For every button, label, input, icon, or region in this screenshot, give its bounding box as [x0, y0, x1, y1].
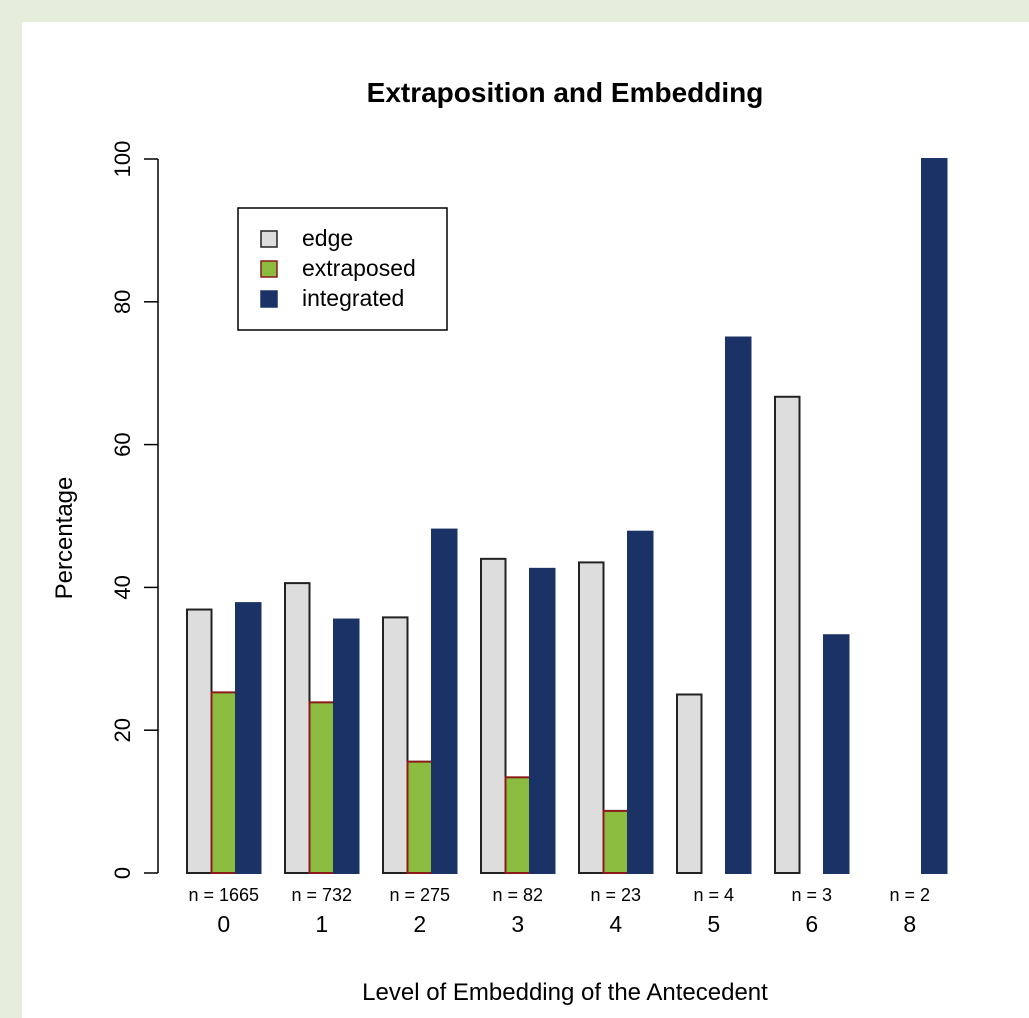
bar-integrated: [529, 567, 556, 874]
bar-chart: Extraposition and Embedding Percentage L…: [51, 77, 948, 1006]
legend-label: edge: [302, 225, 353, 251]
legend-label: extraposed: [302, 255, 416, 281]
bar-integrated: [627, 530, 654, 874]
bar-integrated: [235, 602, 262, 874]
x-tick-label: 5: [707, 911, 720, 937]
bar-edge: [578, 561, 605, 874]
x-tick-label: 0: [217, 911, 230, 937]
category-count-label: n = 275: [389, 885, 450, 905]
category-count-label: n = 4: [693, 885, 734, 905]
bar-extraposed: [406, 760, 433, 875]
bar-integrated: [823, 634, 850, 874]
x-tick-label: 1: [315, 911, 328, 937]
x-tick-label: 8: [903, 911, 916, 937]
category-count-label: n = 23: [590, 885, 641, 905]
y-tick-label: 0: [110, 867, 135, 879]
bar-edge: [676, 693, 703, 874]
category-count-label: n = 1665: [188, 885, 259, 905]
x-axis-label: Level of Embedding of the Antecedent: [362, 979, 768, 1006]
y-tick-label: 20: [110, 718, 135, 742]
legend-swatch: [260, 290, 278, 308]
y-axis: 0 20 40 60 80 100: [110, 141, 159, 879]
bar-edge: [284, 582, 311, 875]
category-count-label: n = 2: [889, 885, 930, 905]
bar-edge: [774, 395, 801, 874]
y-axis-label: Percentage: [51, 477, 78, 600]
legend-label: integrated: [302, 285, 404, 311]
bar-extraposed: [210, 691, 237, 874]
bar-edge: [480, 557, 507, 875]
bar-integrated: [921, 158, 948, 874]
x-tick-label: 2: [413, 911, 426, 937]
x-tick-label: 4: [609, 911, 622, 937]
bar-edge: [186, 608, 213, 874]
chart-title: Extraposition and Embedding: [367, 77, 764, 108]
legend-swatch: [260, 230, 278, 248]
bar-integrated: [431, 528, 458, 874]
category-count-label: n = 3: [791, 885, 832, 905]
legend-swatch: [260, 260, 278, 278]
bar-extraposed: [308, 701, 335, 874]
x-axis-labels: n = 1665 0 n = 732 1 n = 275 2 n = 82 3 n = 23 4 n…: [188, 885, 930, 937]
category-count-label: n = 732: [291, 885, 352, 905]
bar-group: [186, 158, 948, 875]
y-tick-label: 80: [110, 290, 135, 314]
chart-panel: Extraposition and Embedding Percentage L…: [22, 22, 1029, 1018]
category-count-label: n = 82: [492, 885, 543, 905]
bar-extraposed: [602, 809, 629, 875]
y-tick-label: 40: [110, 575, 135, 599]
x-tick-label: 3: [511, 911, 524, 937]
bar-integrated: [333, 618, 360, 875]
bar-extraposed: [504, 776, 531, 874]
legend: edge extraposed integrated: [237, 207, 448, 331]
bar-edge: [382, 616, 409, 874]
y-tick-label: 60: [110, 432, 135, 456]
x-tick-label: 6: [805, 911, 818, 937]
bar-integrated: [725, 336, 752, 874]
y-tick-label: 100: [110, 141, 135, 178]
